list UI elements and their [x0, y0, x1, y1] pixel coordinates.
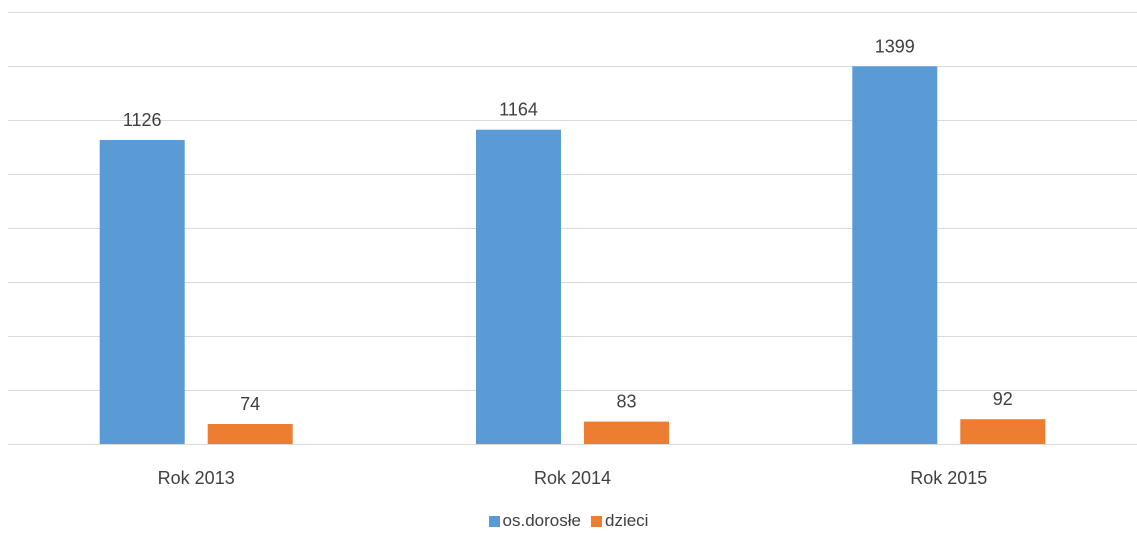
x-tick-label: Rok 2013 — [158, 468, 235, 488]
data-labels: 1126 74 1164 83 1399 92 — [123, 36, 1013, 414]
legend-label-adults: os.dorosłe — [502, 511, 581, 530]
bar-children-1 — [207, 424, 293, 444]
x-axis-tick-labels: Rok 2013 Rok 2014 Rok 2015 — [158, 468, 988, 488]
data-label-children-2: 83 — [616, 392, 636, 412]
bar-adults-2 — [476, 129, 561, 444]
legend: os.dorosłe dzieci — [0, 511, 1137, 531]
data-label-children-1: 74 — [240, 394, 260, 414]
bar-adults-3 — [852, 66, 938, 445]
legend-item-children: dzieci — [590, 511, 649, 531]
data-label-adults-2: 1164 — [499, 100, 538, 120]
legend-label-children: dzieci — [604, 511, 649, 530]
data-label-children-3: 92 — [993, 389, 1013, 409]
bars — [99, 66, 1046, 445]
legend-swatch-adults — [488, 515, 500, 527]
bar-children-2 — [584, 421, 669, 444]
x-tick-label: Rok 2014 — [534, 468, 611, 488]
data-label-adults-3: 1399 — [875, 36, 915, 56]
x-tick-label: Rok 2015 — [910, 468, 987, 488]
legend-swatch-children — [590, 515, 602, 527]
bar-adults-1 — [99, 140, 185, 444]
bar-children-3 — [960, 419, 1046, 444]
data-label-adults-1: 1126 — [123, 110, 162, 130]
gridlines — [8, 12, 1137, 445]
legend-item-adults: os.dorosłe — [488, 511, 581, 531]
